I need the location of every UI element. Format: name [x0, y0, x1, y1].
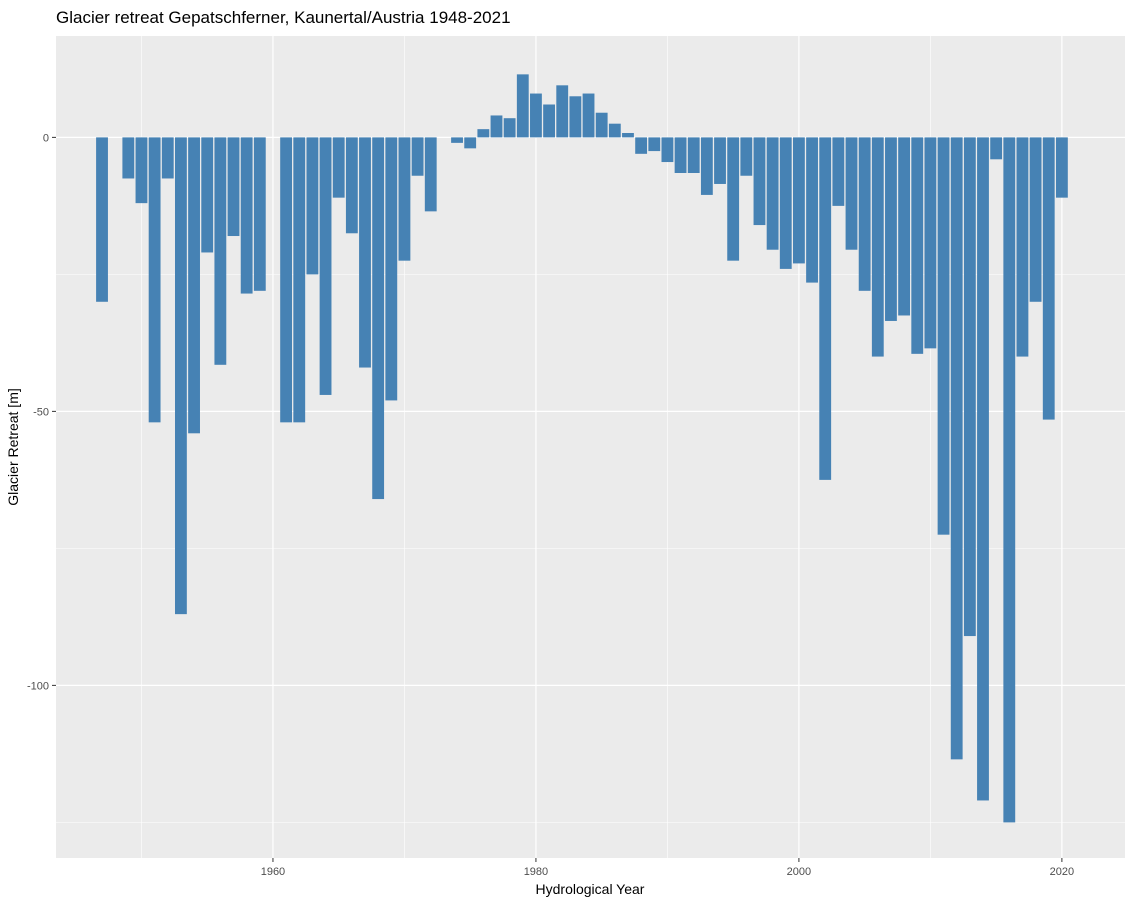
bar [319, 137, 332, 395]
bar [622, 132, 634, 138]
bar [911, 137, 924, 354]
bar [845, 137, 858, 250]
bar [674, 137, 687, 173]
bar [806, 137, 818, 283]
bar [398, 137, 411, 261]
bar [253, 137, 266, 291]
y-tick-label: -50 [33, 406, 49, 418]
bar [753, 137, 766, 226]
bar [385, 137, 398, 401]
bar [595, 112, 608, 138]
bar [359, 137, 371, 368]
bar [332, 137, 345, 198]
bar [832, 137, 845, 206]
bar [740, 137, 753, 176]
bar [516, 74, 529, 138]
axis-layer: 0 -50 -100 1960 1980 2000 2020 [27, 132, 1074, 878]
bar [937, 137, 950, 535]
bar [280, 137, 293, 423]
bar [661, 137, 674, 163]
bar [174, 137, 187, 615]
bar [1055, 137, 1068, 198]
bar [201, 137, 214, 253]
bar [451, 137, 463, 143]
bar [188, 137, 200, 434]
x-tick-label: 2000 [787, 866, 811, 878]
bar [950, 137, 963, 760]
bar [96, 137, 108, 302]
bar [898, 137, 911, 316]
bar [122, 137, 135, 179]
bar [635, 137, 648, 154]
x-axis-title: Hydrological Year [536, 881, 645, 897]
chart-title: Glacier retreat Gepatschferner, Kaunerta… [56, 8, 511, 27]
bar [990, 137, 1003, 160]
bar [885, 137, 897, 321]
bar [490, 115, 503, 138]
bar [227, 137, 240, 237]
bar [924, 137, 937, 349]
bar [792, 137, 805, 264]
x-tick-label: 1960 [261, 866, 285, 878]
bar [858, 137, 871, 291]
bar [963, 137, 976, 637]
bar [871, 137, 884, 357]
bar [148, 137, 161, 423]
bar [766, 137, 779, 250]
y-tick-label: -100 [27, 680, 49, 692]
y-tick-label: 0 [43, 132, 49, 144]
bar [569, 96, 582, 138]
bar [556, 85, 569, 138]
bar [530, 93, 542, 138]
bar [1029, 137, 1042, 302]
bar [161, 137, 174, 179]
x-tick-label: 1980 [524, 866, 548, 878]
bar [464, 137, 477, 149]
bar [345, 137, 358, 234]
bar [477, 129, 490, 138]
bar [687, 137, 700, 173]
bar [779, 137, 792, 269]
bar [293, 137, 306, 423]
bar [1003, 137, 1016, 823]
bar [372, 137, 385, 500]
y-axis-title: Glacier Retreat [m] [5, 388, 21, 505]
bar [424, 137, 437, 212]
bar [306, 137, 319, 275]
bar [700, 137, 713, 195]
bar [214, 137, 227, 365]
bar [714, 137, 726, 184]
bar [819, 137, 832, 480]
bar [1042, 137, 1055, 420]
bar [977, 137, 989, 801]
bar [543, 104, 555, 138]
bar [727, 137, 740, 261]
bar [1016, 137, 1029, 357]
bar [582, 93, 595, 138]
bar [240, 137, 253, 294]
bar [503, 118, 516, 138]
bar-layer [96, 74, 1068, 823]
bar [135, 137, 148, 204]
x-tick-label: 2020 [1050, 866, 1074, 878]
bar [411, 137, 424, 176]
bar [648, 137, 661, 152]
bar [608, 123, 621, 138]
